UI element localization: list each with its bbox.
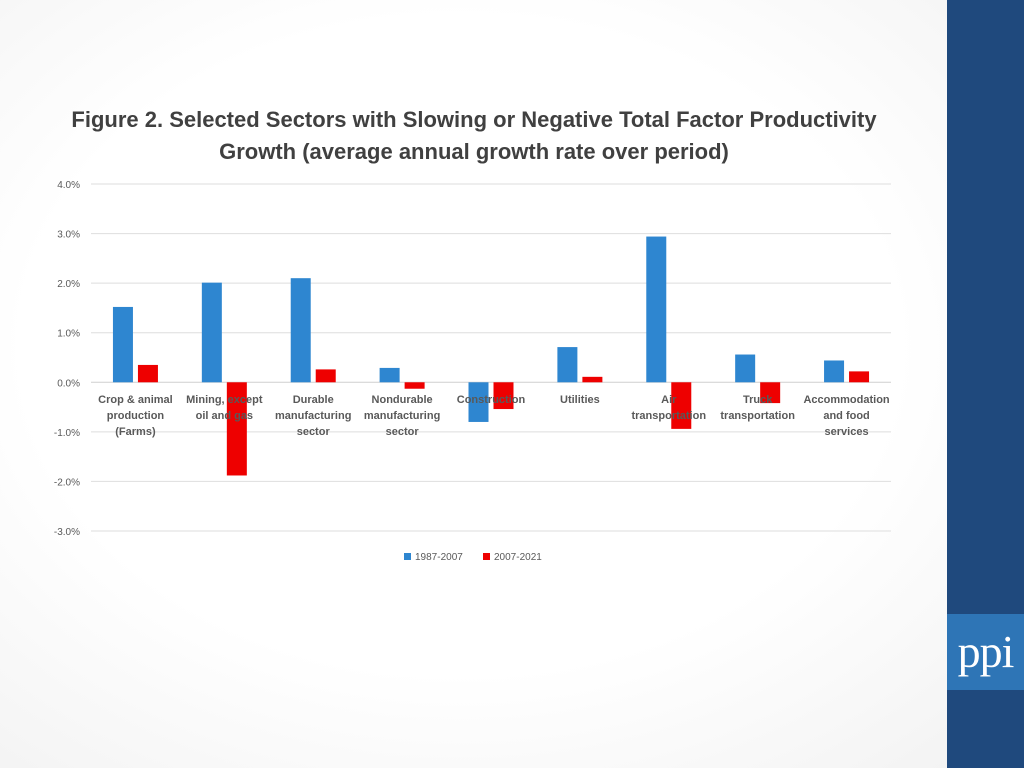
category-label-line: Utilities: [560, 394, 600, 406]
legend-swatch: [404, 553, 411, 560]
category-label: Truck transportation: [720, 394, 795, 422]
category-label: Durable manufacturing sector: [275, 394, 351, 438]
bar-series2: [849, 371, 870, 383]
bar-series1: [201, 282, 222, 383]
category-label-line: services: [825, 426, 869, 438]
y-tick-label: 2.0%: [57, 279, 80, 290]
category-label-line: Crop & animal: [98, 394, 173, 406]
bar-series2: [226, 382, 247, 476]
category-label-line: sector: [386, 426, 420, 438]
category-label-line: Construction: [457, 394, 526, 406]
category-label-line: sector: [297, 426, 331, 438]
bar-series2: [404, 382, 425, 389]
category-label-line: Truck: [743, 394, 773, 406]
y-tick-label: 4.0%: [57, 180, 80, 191]
bar-series1: [379, 367, 400, 383]
legend-label: 2007-2021: [494, 552, 542, 563]
category-label-line: Accommodation: [803, 394, 889, 406]
bar-series2: [493, 382, 514, 410]
category-label-line: production: [107, 410, 165, 422]
bar-series2: [671, 382, 692, 429]
y-tick-label: -1.0%: [54, 428, 80, 439]
category-label-line: manufacturing: [364, 410, 440, 422]
category-label: Construction: [457, 394, 526, 406]
slide: Figure 2. Selected Sectors with Slowing …: [54, 107, 891, 563]
category-label: Air transportation: [631, 394, 706, 422]
bar-series1: [646, 236, 667, 383]
bar-series1: [557, 347, 578, 383]
bar-series2: [582, 376, 603, 383]
bar-series2: [137, 364, 158, 383]
bar-series1: [824, 360, 845, 383]
category-label: Mining, except oil and gas: [186, 394, 263, 422]
category-label-line: and food: [823, 410, 869, 422]
y-tick-label: 1.0%: [57, 329, 80, 340]
category-label-line: Mining, except: [186, 394, 263, 406]
legend-swatch: [483, 553, 490, 560]
category-label-line: Durable: [293, 394, 334, 406]
category-label-line: (Farms): [115, 426, 156, 438]
category-label-line: Nondurable: [372, 394, 433, 406]
y-tick-label: 3.0%: [57, 230, 80, 241]
category-label-line: oil and gas: [196, 410, 253, 422]
bar-series2: [315, 369, 336, 383]
bar-series2: [760, 382, 781, 404]
y-tick-label: 0.0%: [57, 378, 80, 389]
bar-series1: [112, 306, 133, 383]
ppi-logo: ppi: [947, 614, 1024, 690]
y-tick-label: -2.0%: [54, 477, 80, 488]
legend-label: 1987-2007: [415, 552, 463, 563]
category-label: Nondurable manufacturing sector: [364, 394, 440, 438]
category-label-line: Air: [661, 394, 677, 406]
bar-series1: [735, 354, 756, 383]
bar-series1: [290, 278, 311, 383]
category-label-line: transportation: [631, 410, 706, 422]
category-label: Accommodation and food services: [803, 394, 889, 438]
bar-series1: [468, 382, 489, 422]
y-tick-label: -3.0%: [54, 527, 80, 538]
category-label: Utilities: [560, 394, 600, 406]
category-label-line: manufacturing: [275, 410, 351, 422]
chart-title: Figure 2. Selected Sectors with Slowing …: [71, 107, 877, 164]
category-label: Crop & animal production (Farms): [98, 394, 173, 438]
category-label-line: transportation: [720, 410, 795, 422]
bar-chart: 4.0% 3.0% 2.0% 1.0% 0.0% -1.0% -2.0% -3.0% Crop …: [54, 180, 891, 563]
